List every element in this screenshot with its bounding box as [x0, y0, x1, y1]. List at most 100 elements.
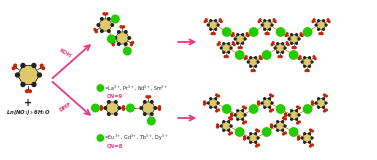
Circle shape: [124, 43, 127, 45]
Circle shape: [222, 105, 231, 113]
Circle shape: [273, 19, 275, 21]
Circle shape: [318, 20, 319, 22]
Circle shape: [242, 110, 244, 112]
Circle shape: [230, 125, 232, 127]
Circle shape: [158, 106, 161, 108]
Circle shape: [264, 28, 265, 30]
Circle shape: [285, 118, 286, 120]
Circle shape: [292, 47, 294, 49]
Circle shape: [111, 24, 113, 26]
Circle shape: [231, 132, 232, 134]
Circle shape: [298, 38, 300, 40]
Circle shape: [325, 24, 327, 26]
Circle shape: [42, 67, 44, 70]
Circle shape: [309, 133, 311, 135]
Circle shape: [272, 42, 274, 44]
Circle shape: [257, 103, 259, 105]
Circle shape: [323, 110, 325, 112]
Circle shape: [271, 95, 273, 97]
Circle shape: [228, 121, 230, 123]
Circle shape: [310, 145, 311, 147]
Circle shape: [309, 65, 311, 67]
Circle shape: [285, 113, 287, 115]
Circle shape: [217, 24, 219, 26]
Circle shape: [290, 128, 298, 136]
Circle shape: [111, 41, 113, 44]
Circle shape: [282, 43, 284, 45]
Circle shape: [255, 65, 257, 67]
Circle shape: [130, 44, 132, 46]
Circle shape: [229, 117, 230, 119]
Circle shape: [243, 106, 244, 108]
Circle shape: [285, 132, 286, 134]
Circle shape: [261, 24, 263, 26]
Circle shape: [231, 35, 233, 36]
Circle shape: [259, 56, 261, 58]
Circle shape: [100, 106, 102, 108]
Circle shape: [250, 65, 251, 67]
Circle shape: [301, 61, 303, 63]
Circle shape: [150, 101, 153, 103]
Circle shape: [144, 101, 146, 103]
Circle shape: [269, 28, 271, 30]
Circle shape: [323, 94, 325, 96]
Circle shape: [286, 42, 288, 44]
Circle shape: [140, 107, 143, 109]
Polygon shape: [17, 65, 40, 84]
Circle shape: [246, 33, 248, 35]
Circle shape: [271, 44, 273, 45]
Circle shape: [296, 118, 297, 120]
Circle shape: [218, 109, 219, 111]
Circle shape: [277, 121, 279, 123]
Polygon shape: [316, 99, 326, 107]
Circle shape: [301, 35, 303, 36]
Circle shape: [217, 124, 218, 126]
Circle shape: [284, 47, 286, 49]
Circle shape: [244, 136, 245, 138]
Circle shape: [204, 21, 206, 23]
Circle shape: [242, 42, 244, 44]
Circle shape: [260, 58, 262, 60]
Circle shape: [120, 26, 122, 28]
Circle shape: [256, 145, 257, 147]
Circle shape: [238, 47, 240, 49]
Circle shape: [243, 122, 244, 124]
Circle shape: [219, 19, 221, 21]
Circle shape: [250, 57, 251, 59]
Circle shape: [325, 102, 327, 104]
Circle shape: [311, 130, 313, 132]
Circle shape: [245, 107, 246, 109]
Circle shape: [283, 133, 284, 135]
Circle shape: [323, 20, 325, 22]
Polygon shape: [235, 35, 245, 43]
Circle shape: [278, 56, 280, 58]
Circle shape: [307, 70, 309, 72]
Circle shape: [285, 35, 287, 36]
Circle shape: [311, 103, 313, 105]
Text: Ln(NO$_3$)$_3$$\cdot$6H$_2$O: Ln(NO$_3$)$_3$$\cdot$6H$_2$O: [6, 108, 51, 116]
Circle shape: [107, 101, 110, 103]
Circle shape: [271, 124, 272, 126]
Circle shape: [101, 30, 103, 32]
Circle shape: [21, 64, 25, 68]
Circle shape: [101, 18, 103, 20]
Circle shape: [313, 19, 315, 21]
Circle shape: [274, 47, 276, 49]
Circle shape: [311, 144, 313, 146]
Circle shape: [261, 102, 263, 104]
Circle shape: [97, 135, 104, 141]
Circle shape: [222, 28, 231, 36]
Circle shape: [231, 118, 232, 120]
Circle shape: [97, 24, 100, 26]
Circle shape: [230, 47, 232, 49]
Polygon shape: [275, 122, 285, 130]
Circle shape: [287, 44, 289, 45]
Circle shape: [256, 129, 257, 131]
Circle shape: [297, 122, 298, 124]
Circle shape: [250, 28, 258, 36]
Circle shape: [259, 19, 261, 21]
Circle shape: [115, 101, 117, 103]
Circle shape: [257, 61, 259, 63]
Circle shape: [221, 21, 222, 23]
Circle shape: [149, 96, 150, 98]
